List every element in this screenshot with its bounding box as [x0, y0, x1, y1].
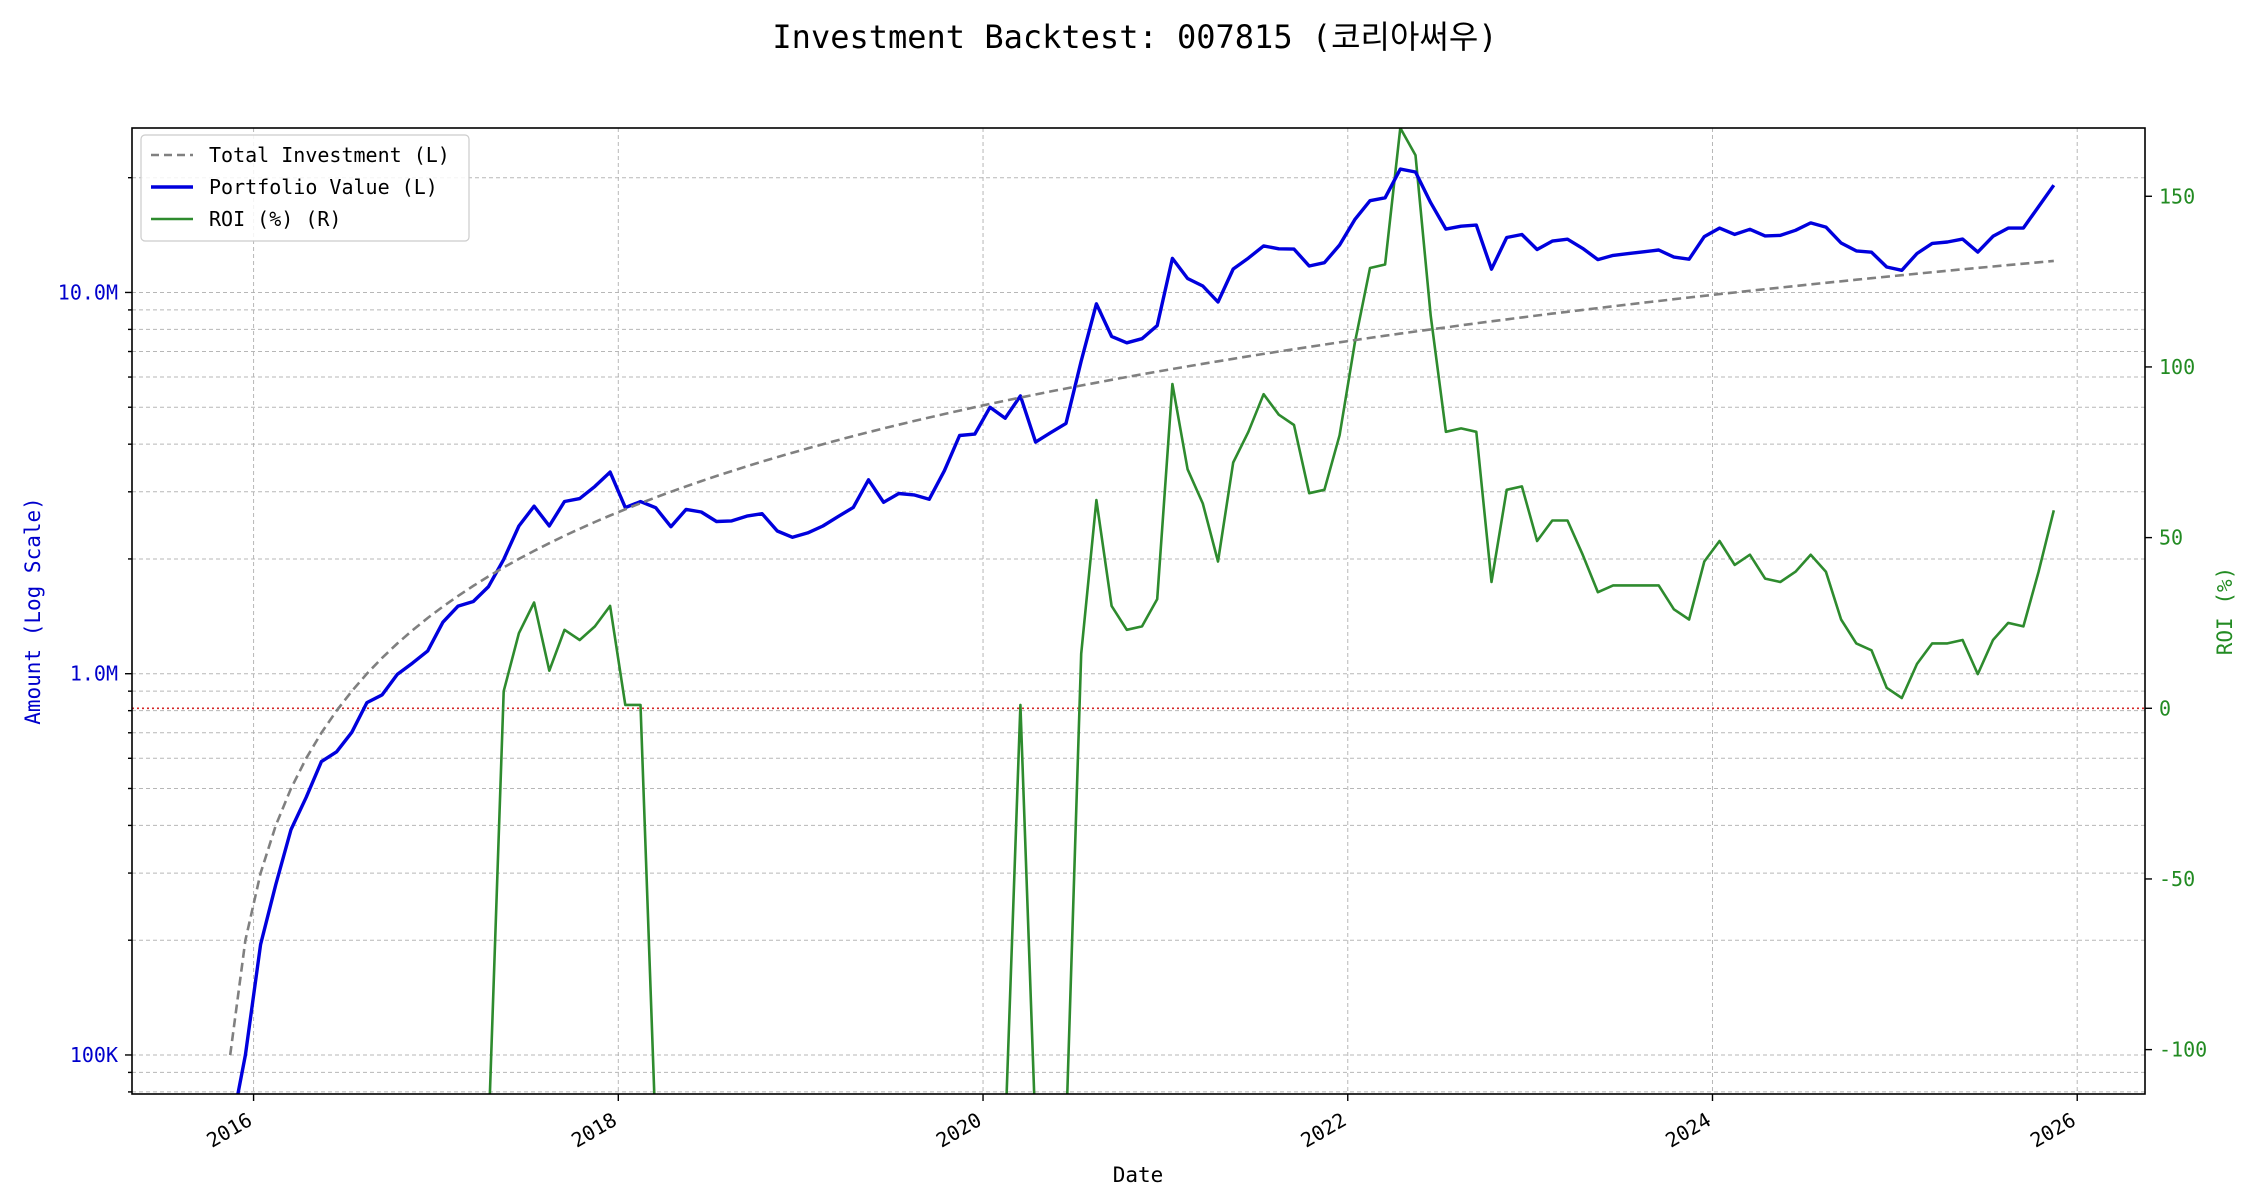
y-right-tick-label: -50 — [2159, 867, 2195, 891]
legend-label: ROI (%) (R) — [209, 207, 341, 231]
x-axis-title: Date — [1113, 1163, 1164, 1187]
y-right-tick-label: -100 — [2159, 1038, 2207, 1062]
y-left-tick-label: 100K — [70, 1043, 118, 1067]
y-right-tick-label: 150 — [2159, 184, 2195, 208]
legend-label: Portfolio Value (L) — [209, 175, 438, 199]
plot-frame — [131, 127, 2146, 1095]
x-tick-label: 2024 — [1661, 1108, 1715, 1153]
legend-box — [140, 134, 470, 242]
series-layer — [228, 128, 2056, 1094]
chart-title: Investment Backtest: 007815 (코리아써우) — [772, 18, 1497, 56]
y-left-tick-label: 10.0M — [58, 280, 118, 304]
x-axis: 2016 2018 2020 2022 2024 2026 — [202, 1094, 2080, 1153]
roi-line — [488, 128, 2056, 1094]
y-right-axis: -100 -50 0 50 100 150 — [2145, 184, 2207, 1062]
legend: Total Investment (L) Portfolio Value (L) R… — [140, 134, 470, 242]
y-right-axis-title: ROI (%) — [2213, 567, 2237, 656]
x-tick-label: 2026 — [2026, 1108, 2080, 1153]
portfolio-value-line — [236, 167, 2056, 1094]
legend-label: Total Investment (L) — [209, 143, 450, 167]
x-tick-label: 2020 — [932, 1108, 986, 1153]
y-right-tick-label: 0 — [2159, 696, 2171, 720]
total-investment-line — [228, 259, 2054, 1056]
x-tick-label: 2018 — [567, 1108, 621, 1153]
y-left-axis-title: Amount (Log Scale) — [21, 497, 45, 725]
y-left-tick-label: 1.0M — [70, 662, 118, 686]
x-tick-label: 2016 — [202, 1108, 256, 1153]
x-tick-label: 2022 — [1297, 1108, 1351, 1153]
grid-layer — [132, 128, 2145, 1094]
y-right-tick-label: 100 — [2159, 355, 2195, 379]
y-right-tick-label: 50 — [2159, 526, 2183, 550]
y-left-axis: 100K 1.0M 10.0M — [58, 176, 132, 1093]
